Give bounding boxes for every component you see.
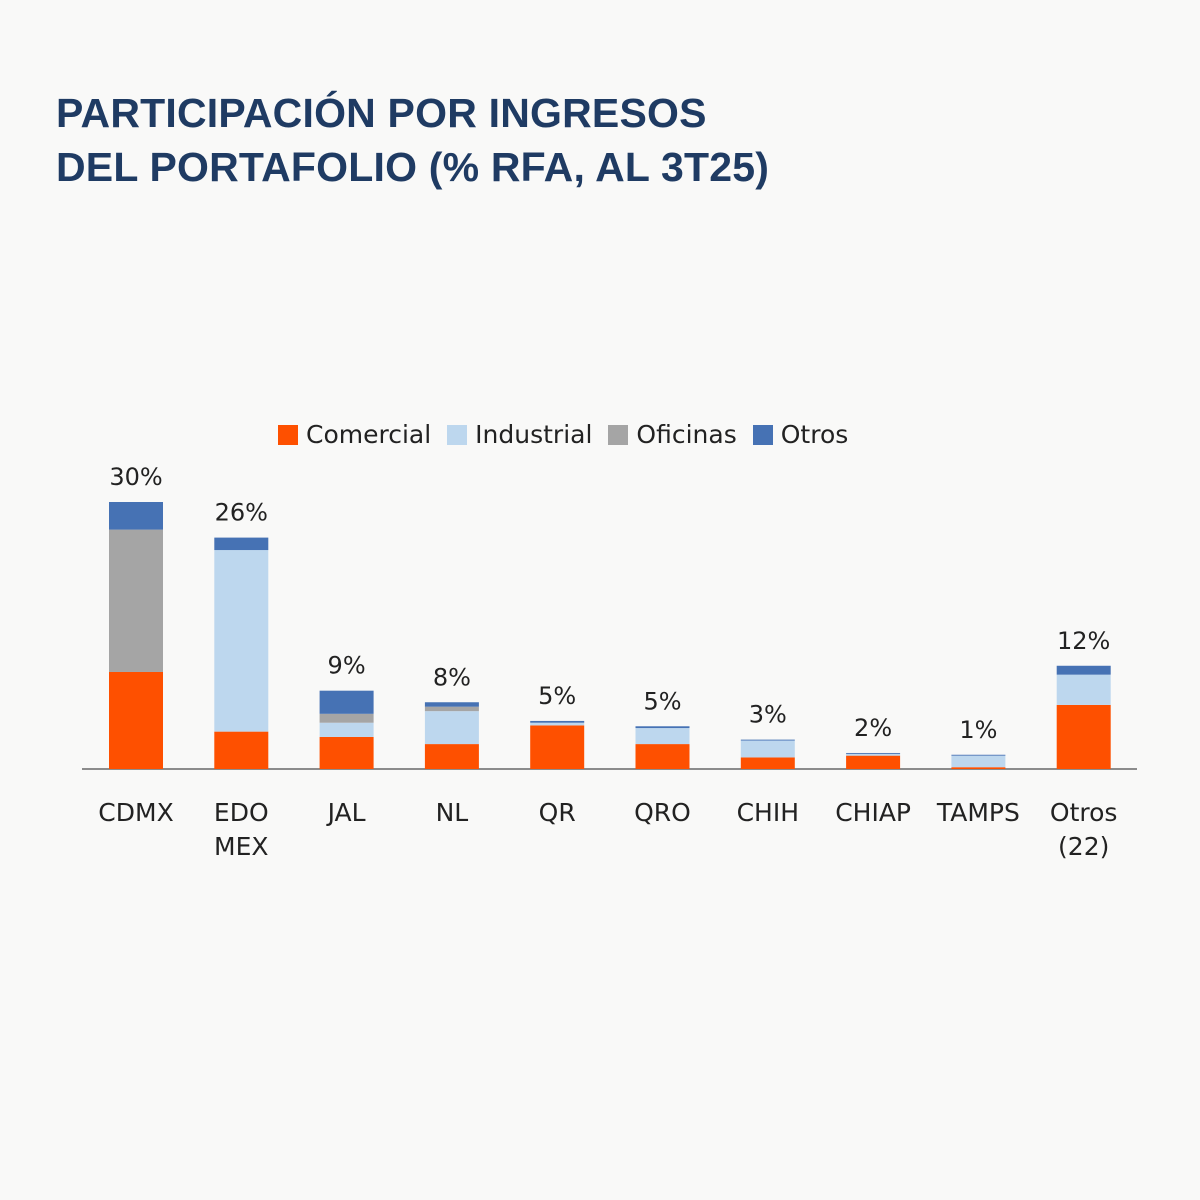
bar-cdmx-comercial	[109, 671, 163, 769]
category-label-cdmx: CDMX	[98, 798, 173, 827]
bar-qr-otros	[530, 720, 585, 723]
bar-cdmx-otros	[109, 502, 163, 530]
bar-chih-otros	[740, 739, 795, 741]
bar-nl-comercial	[424, 744, 479, 769]
bar-tamps-otros	[951, 754, 1006, 756]
legend-swatch-comercial	[278, 424, 298, 445]
legend-swatch-oficinas	[608, 424, 629, 445]
total-label-tamps: 1%	[959, 716, 997, 744]
chart-title: PARTICIPACIÓN POR INGRESOS DEL PORTAFOLI…	[56, 86, 769, 194]
category-label-chih: CHIH	[737, 798, 799, 827]
category-label-edo-mex: EDO MEX	[214, 798, 269, 861]
bar-qro-comercial	[635, 744, 690, 769]
total-label-chiap: 2%	[854, 714, 892, 742]
legend-item-oficinas: Oficinas	[608, 420, 737, 449]
legend-item-comercial: Comercial	[278, 420, 431, 449]
bar-chiap-industrial	[846, 753, 901, 756]
legend-label-oficinas: Oficinas	[636, 420, 737, 449]
bar-tamps-comercial	[951, 767, 1006, 769]
bar-jal-industrial	[319, 722, 374, 737]
bar-chiap-comercial	[846, 755, 901, 769]
bar-jal-oficinas	[319, 713, 374, 723]
bar-tamps-industrial	[951, 755, 1006, 768]
bar-chiap-otros	[846, 752, 901, 754]
bar-edo-mex-comercial	[214, 731, 269, 769]
bar-cdmx-oficinas	[109, 529, 163, 672]
bar-jal-otros	[319, 690, 374, 714]
chart-legend: Comercial Industrial Oficinas Otros	[278, 420, 848, 449]
chart-title-line-1: PARTICIPACIÓN POR INGRESOS	[56, 90, 707, 136]
bar-otros-22-comercial	[1056, 704, 1111, 769]
total-label-jal: 9%	[328, 652, 366, 680]
bar-chih-industrial	[740, 740, 795, 758]
legend-swatch-otros	[752, 424, 773, 445]
category-label-tamps: TAMPS	[936, 798, 1020, 827]
bar-otros-22-industrial	[1056, 674, 1111, 705]
total-label-edo-mex: 26%	[215, 499, 268, 527]
total-label-nl: 8%	[433, 663, 471, 691]
legend-item-industrial: Industrial	[447, 420, 592, 449]
legend-label-comercial: Comercial	[306, 420, 432, 449]
bar-qr-industrial	[530, 722, 585, 726]
total-label-chih: 3%	[749, 701, 787, 729]
bar-nl-oficinas	[424, 706, 479, 712]
category-label-qr: QR	[539, 798, 576, 827]
chart-title-line-2: DEL PORTAFOLIO (% RFA, AL 3T25)	[56, 144, 770, 190]
bar-jal-comercial	[319, 736, 374, 769]
bar-otros-22-otros	[1056, 665, 1111, 675]
bar-edo-mex-otros	[214, 537, 269, 551]
bar-qr-comercial	[530, 725, 585, 769]
category-label-qro: QRO	[634, 798, 691, 827]
bar-edo-mex-industrial	[214, 550, 269, 732]
bar-chih-comercial	[740, 757, 795, 769]
category-label-otros-22: Otros (22)	[1050, 798, 1118, 861]
bar-qro-otros	[635, 726, 690, 729]
category-label-nl: NL	[436, 798, 469, 827]
total-label-qro: 5%	[643, 687, 681, 715]
legend-label-otros: Otros	[780, 420, 849, 449]
category-label-chiap: CHIAP	[835, 798, 911, 827]
category-label-jal: JAL	[326, 798, 366, 827]
total-label-cdmx: 30%	[109, 463, 162, 491]
legend-item-otros: Otros	[752, 420, 849, 449]
legend-swatch-industrial	[447, 424, 468, 445]
legend-label-industrial: Industrial	[475, 420, 593, 449]
total-label-qr: 5%	[538, 682, 576, 710]
bar-nl-otros	[424, 702, 479, 707]
bar-nl-industrial	[424, 711, 479, 745]
bar-qro-industrial	[635, 728, 690, 745]
total-label-otros-22: 12%	[1057, 627, 1110, 655]
